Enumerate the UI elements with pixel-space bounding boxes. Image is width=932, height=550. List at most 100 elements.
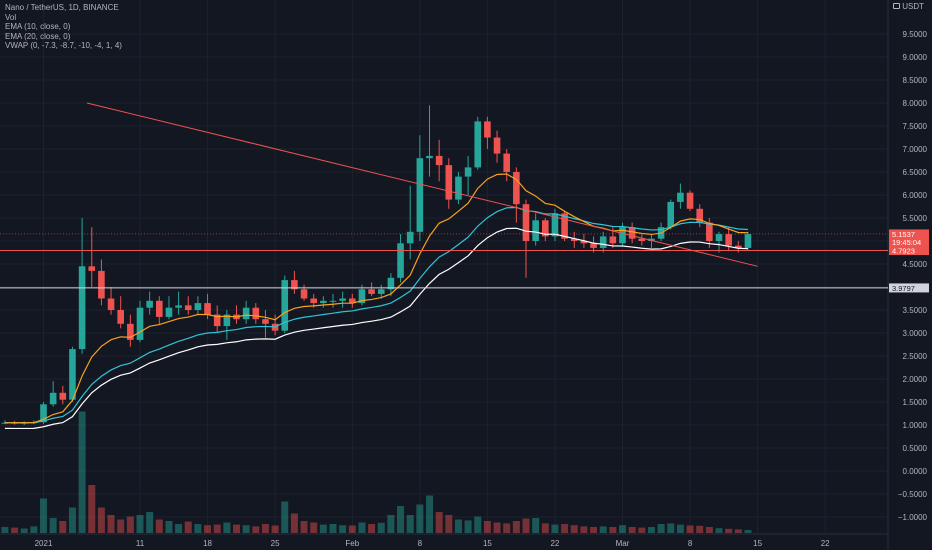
volume-bar [493, 522, 501, 533]
candle-body [69, 349, 76, 400]
volume-bar [426, 495, 433, 533]
volume-bar [377, 522, 385, 533]
candle-body [339, 298, 346, 301]
candle-body [455, 176, 462, 200]
y-tick-label: 9.5000 [903, 30, 928, 39]
candle-body [667, 201, 675, 228]
y-tick-label: 4.5000 [903, 260, 928, 269]
candle-body [696, 208, 703, 223]
price-tag-text: 4.7923 [892, 247, 915, 256]
x-tick-label: Feb [345, 539, 359, 548]
candle-body [49, 392, 57, 405]
candle-body [165, 307, 173, 317]
volume-bar [107, 515, 115, 533]
candle-body [107, 298, 115, 310]
candle-body [416, 158, 424, 232]
candle-body [146, 300, 153, 308]
volume-bar [261, 524, 269, 533]
legend-vwap[interactable]: VWAP (0, -7.3, -8.7, -10, -4, 1, 4) [5, 41, 122, 51]
x-tick-label: 18 [203, 539, 212, 548]
volume-bar [657, 524, 665, 533]
volume-bar [474, 516, 482, 533]
volume-bar [541, 523, 549, 533]
trend-line[interactable] [86, 102, 758, 267]
volume-bar [551, 524, 559, 533]
candle-body [368, 289, 375, 294]
volume-bar [734, 529, 742, 533]
candle-body [532, 220, 539, 241]
y-tick-label: 0.0000 [903, 467, 928, 476]
candle-body [88, 266, 96, 271]
candle-body [609, 236, 617, 244]
volume-bar [647, 527, 655, 533]
candle-body [542, 220, 549, 237]
legend-ema20[interactable]: EMA (20, close, 0) [5, 31, 71, 41]
volume-bar [155, 519, 163, 533]
volume-bar [599, 526, 607, 533]
legend-ema10[interactable]: EMA (10, close, 0) [5, 22, 71, 32]
candle-body [619, 227, 626, 244]
volume-bar [310, 522, 318, 533]
currency-header[interactable]: USDT [893, 2, 924, 11]
y-tick-label: 5.5000 [903, 214, 928, 223]
horizontal-levels [0, 233, 888, 289]
volume-bar [348, 525, 356, 533]
candle-body [358, 289, 366, 304]
candle-body [638, 238, 646, 241]
volume-bar [78, 411, 86, 533]
candle-body [648, 238, 655, 241]
candle-body [98, 270, 105, 299]
y-tick-label: 0.5000 [903, 444, 928, 453]
volume-bar [30, 526, 38, 533]
volume-bar [126, 516, 134, 533]
legend-symbol[interactable]: Nano / TetherUS, 1D, BINANCE [5, 3, 119, 12]
volume-bar [252, 526, 260, 533]
time-axis[interactable]: 2021 11 18 25 Feb 8 15 22 Mar 8 15 22 [35, 539, 831, 548]
y-tick-label: 7.0000 [903, 145, 928, 154]
candle-body [484, 121, 491, 138]
candle-body [127, 323, 134, 340]
candle-body [310, 298, 317, 304]
volume-bar [387, 515, 395, 533]
price-axis[interactable]: 9.5000 9.0000 8.5000 8.0000 7.5000 7.0000 6.50… [898, 30, 928, 522]
volume-bar [40, 498, 47, 533]
legend-vol[interactable]: Vol [5, 12, 17, 22]
x-tick-label: 2021 [35, 539, 53, 548]
volume-bar [146, 512, 154, 533]
candle-body [474, 121, 482, 168]
candle-body [503, 153, 510, 172]
lock-icon [893, 3, 901, 9]
volume-bar [609, 527, 617, 533]
volume-bar [512, 521, 520, 533]
candle-body [551, 213, 559, 237]
candle-body [706, 222, 713, 241]
volume-bar [628, 527, 636, 533]
candle-body [513, 172, 520, 205]
volume-bar [339, 525, 347, 533]
volume-bar [532, 518, 540, 533]
volume-bar [705, 527, 713, 533]
volume-bar [194, 524, 202, 533]
candle-body [175, 305, 182, 308]
x-tick-label: 15 [753, 539, 762, 548]
volume-bar [1, 527, 9, 533]
candle-body [522, 204, 530, 241]
volume-bar [561, 524, 569, 533]
x-tick-label: 8 [418, 539, 423, 548]
y-tick-label: 8.0000 [903, 99, 928, 108]
y-tick-label: 1.0000 [903, 421, 928, 430]
x-tick-label: 15 [483, 539, 492, 548]
candle-body [329, 300, 337, 302]
volume-bar [290, 513, 298, 533]
volume-bar [271, 525, 279, 533]
candle-body [735, 245, 742, 248]
candle-body [426, 155, 433, 159]
volume-bar [97, 507, 105, 533]
volume-bar [223, 522, 231, 533]
volume-bar [725, 528, 733, 533]
volume-bar [686, 525, 694, 533]
x-tick-label: 11 [136, 539, 145, 548]
